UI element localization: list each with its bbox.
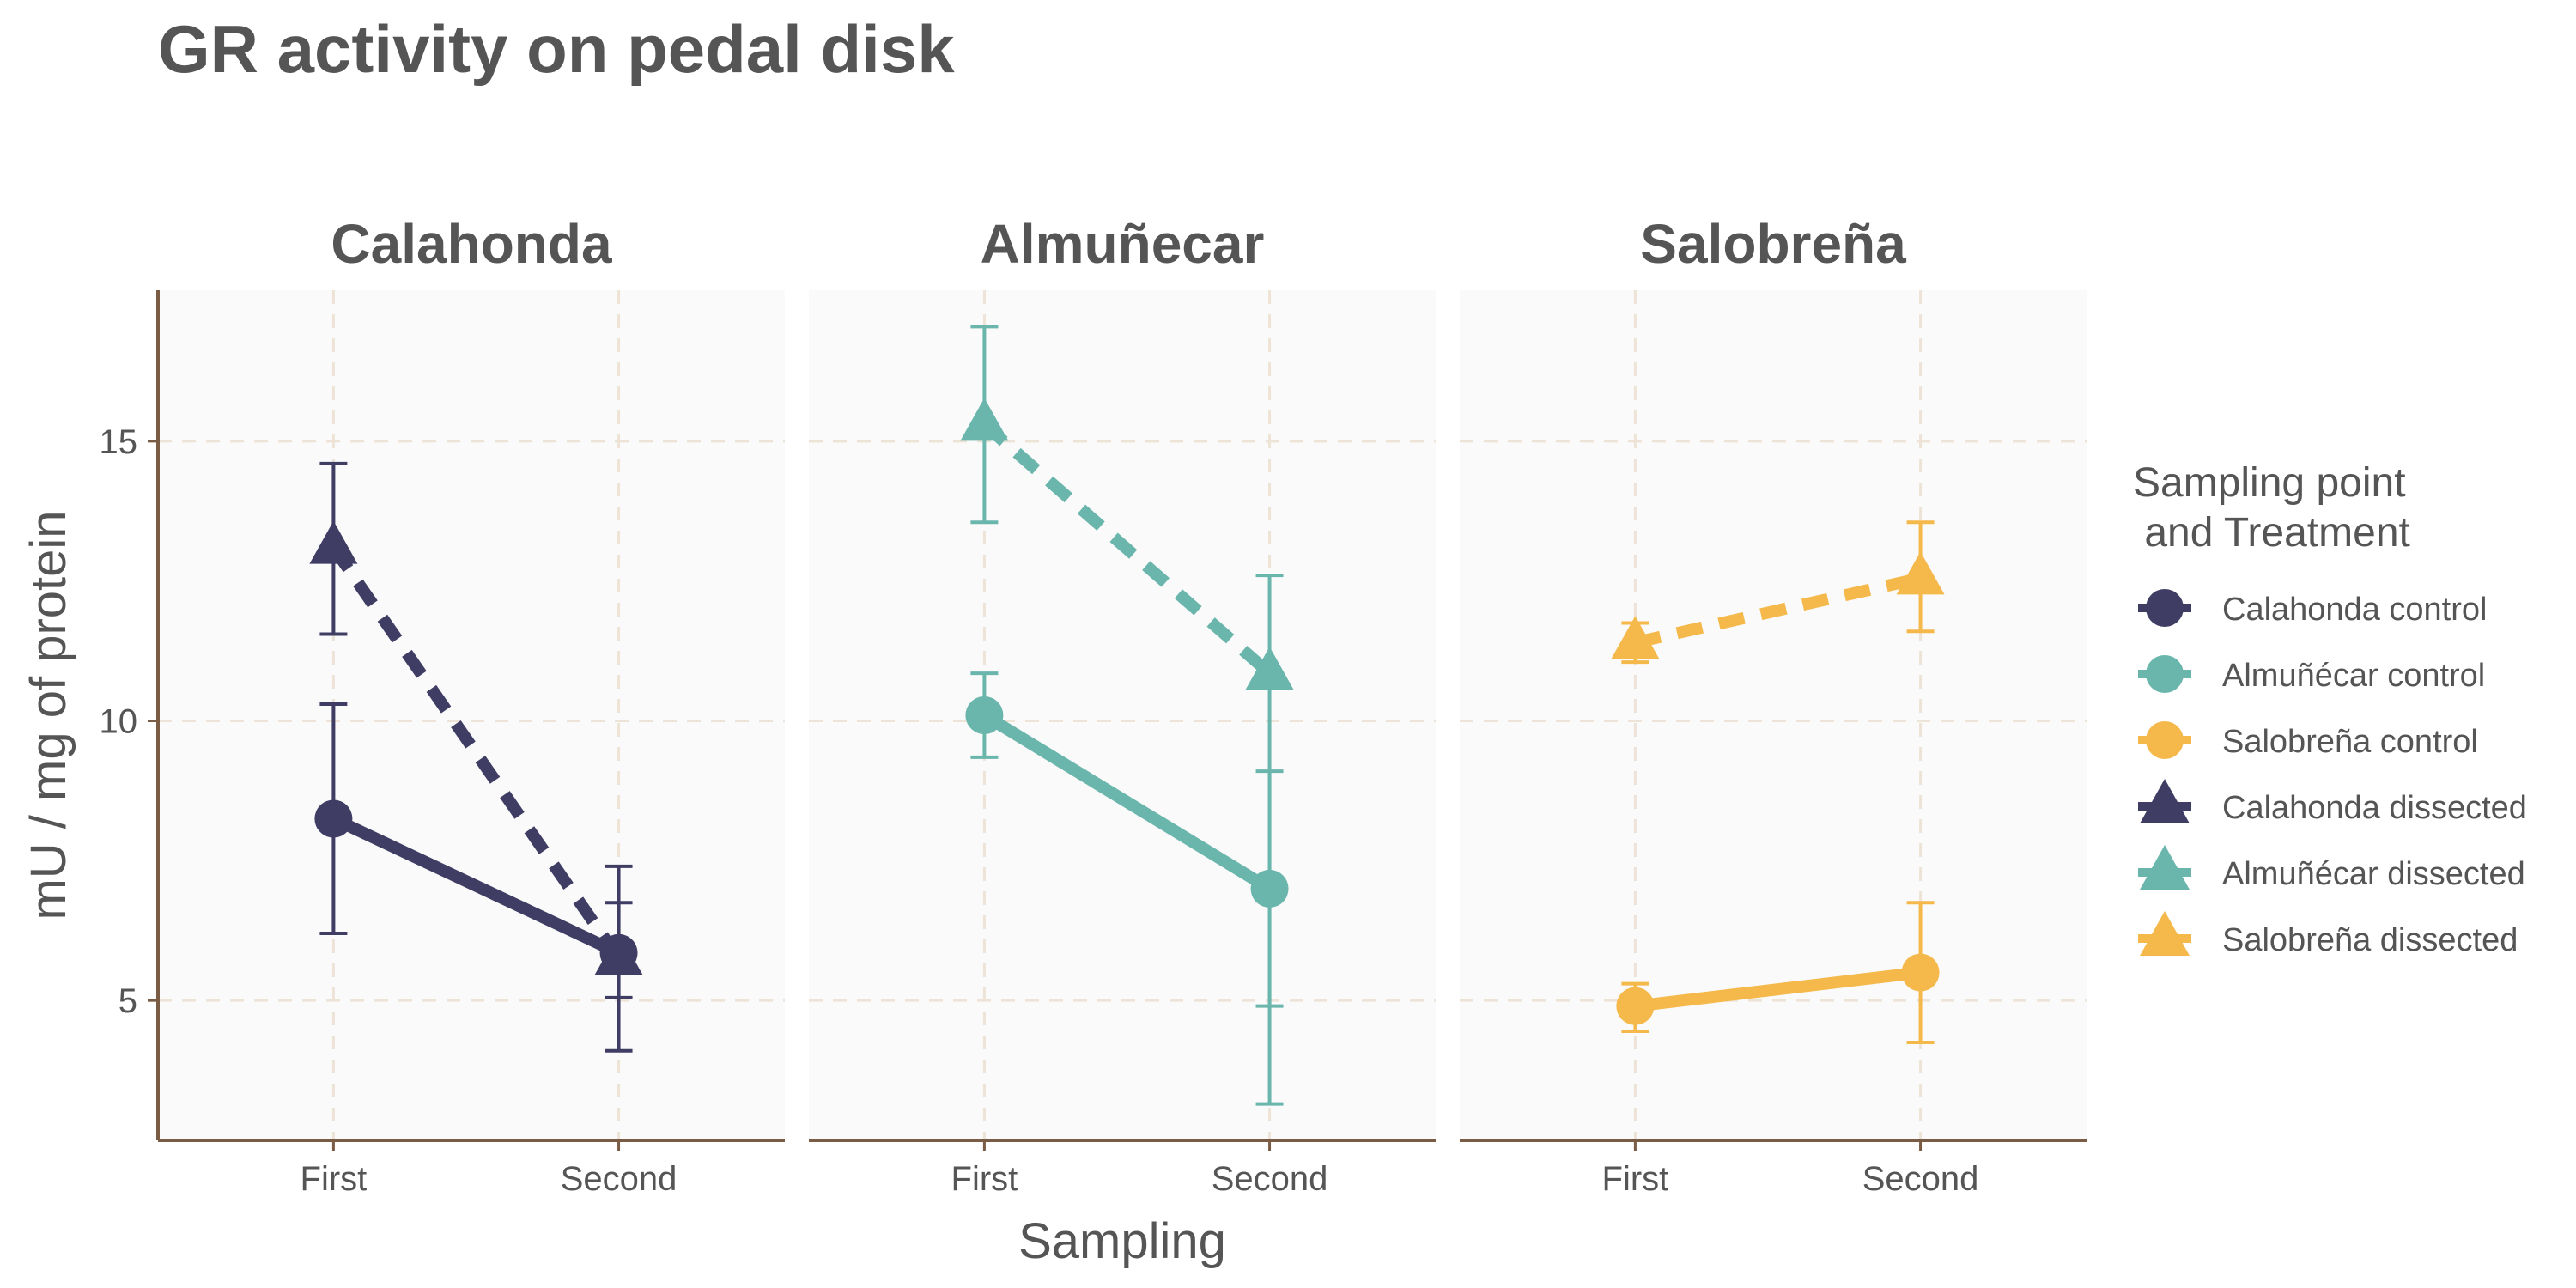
panel-title: Almuñecar <box>981 213 1265 275</box>
data-point <box>965 696 1004 734</box>
y-tick-label: 10 <box>100 703 138 741</box>
y-axis-title: mU / mg of protein <box>21 510 76 920</box>
legend-item: Almuñécar control <box>2138 655 2485 694</box>
panel-background <box>1460 290 2087 1140</box>
legend-key-marker <box>2140 845 2190 890</box>
legend-key-marker <box>2140 911 2190 956</box>
x-tick-label: First <box>1602 1160 1669 1198</box>
legend-item: Salobreña control <box>2138 721 2478 760</box>
x-tick-label: Second <box>1862 1160 1979 1198</box>
legend-item: Salobreña dissected <box>2138 911 2518 958</box>
panel-almuñecar: Almuñecar <box>809 213 1436 1140</box>
data-point <box>1616 987 1655 1025</box>
legend-item: Almuñécar dissected <box>2138 845 2525 892</box>
legend-label: Almuñécar control <box>2222 658 2485 694</box>
legend-label: Calahonda control <box>2222 592 2487 628</box>
legend-key-marker <box>2146 589 2184 627</box>
series-line <box>1633 572 1923 649</box>
legend-key-marker <box>2146 721 2184 759</box>
x-axis-title: Sampling <box>1018 1213 1226 1269</box>
x-tick-label: Second <box>1212 1160 1328 1198</box>
data-point <box>594 932 643 975</box>
legend-label: Calahonda dissected <box>2222 790 2527 826</box>
legend-key-marker <box>2140 779 2190 823</box>
legend-title-line: and Treatment <box>2133 510 2410 556</box>
legend-title: Sampling point and Treatment <box>2133 460 2410 556</box>
data-point <box>1245 647 1294 690</box>
data-point <box>1611 616 1660 659</box>
series-line <box>980 420 1274 678</box>
series-line <box>981 710 1273 894</box>
data-point <box>960 398 1009 441</box>
legend-item: Calahonda control <box>2138 589 2487 628</box>
series-calahonda-dissected <box>309 461 643 1053</box>
x-tick-label: Second <box>561 1160 677 1198</box>
series-salobreña-control <box>1616 901 1940 1045</box>
panel-calahonda: Calahonda <box>158 213 785 1140</box>
x-tick-label: First <box>951 1160 1018 1198</box>
y-tick-label: 5 <box>118 982 137 1020</box>
panel-salobreña: Salobreña <box>1460 213 2087 1140</box>
panels: Calahonda Almuñecar Salobreña <box>158 213 2087 1140</box>
legend-label: Almuñécar dissected <box>2222 856 2525 892</box>
series-line <box>331 813 622 959</box>
panel-background <box>809 290 1436 1140</box>
legend: Sampling point and Treatment Calahonda co… <box>2133 460 2527 958</box>
data-point <box>309 520 358 564</box>
series-line <box>1634 966 1922 1012</box>
legend-title-line: Sampling point <box>2133 460 2406 506</box>
data-point <box>1896 551 1945 595</box>
chart-title: GR activity on pedal disk <box>158 11 955 87</box>
legend-label: Salobreña dissected <box>2222 922 2518 958</box>
panel-title: Salobreña <box>1640 213 1906 275</box>
series-salobreña-dissected <box>1611 520 1945 665</box>
y-tick-label: 15 <box>100 423 138 461</box>
legend-label: Salobreña control <box>2222 724 2478 760</box>
legend-key-marker <box>2146 655 2184 693</box>
data-point <box>1901 953 1940 992</box>
x-tick-label: First <box>301 1160 368 1198</box>
data-point <box>314 799 353 838</box>
series-almuñécar-dissected <box>960 325 1294 1106</box>
legend-item: Calahonda dissected <box>2138 779 2527 826</box>
panel-background <box>158 290 785 1140</box>
axes: First Second First Second First Second 5 10 15 <box>100 290 2087 1198</box>
panel-title: Calahonda <box>331 213 612 275</box>
